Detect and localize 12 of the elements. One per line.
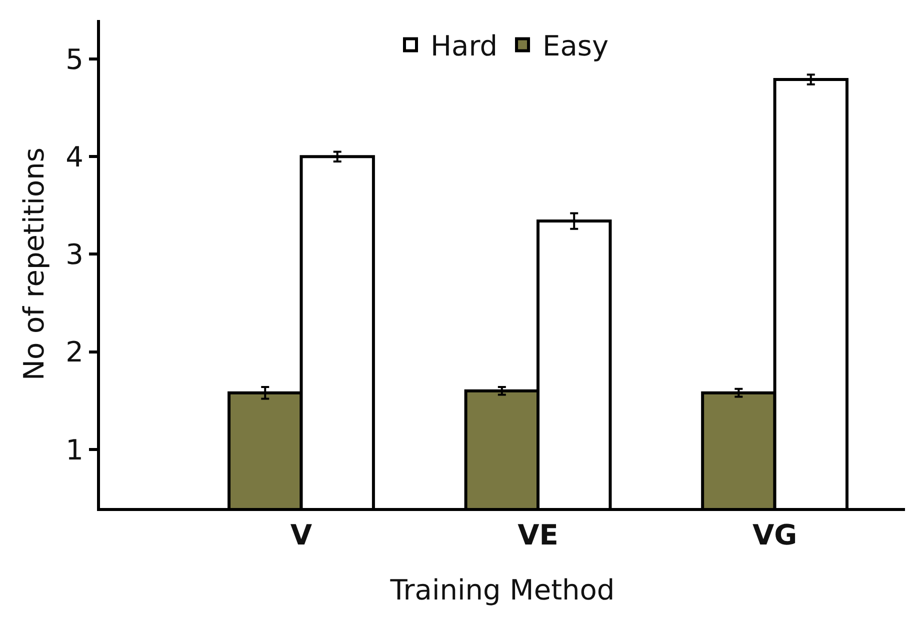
y-tick-label: 4: [66, 140, 84, 174]
x-tick-label: VE: [518, 518, 558, 552]
legend-label: Easy: [542, 30, 609, 63]
x-axis-title: Training Method: [389, 574, 615, 607]
x-tick-label: VG: [752, 518, 798, 552]
y-tick-label: 2: [66, 336, 84, 369]
y-tick-label: 1: [66, 433, 84, 466]
legend-label: Hard: [430, 30, 498, 63]
y-axis-title: No of repetitions: [17, 148, 50, 380]
y-tick-label: 5: [66, 42, 84, 76]
x-tick-label: V: [290, 518, 312, 552]
y-tick-label: 3: [66, 238, 84, 272]
